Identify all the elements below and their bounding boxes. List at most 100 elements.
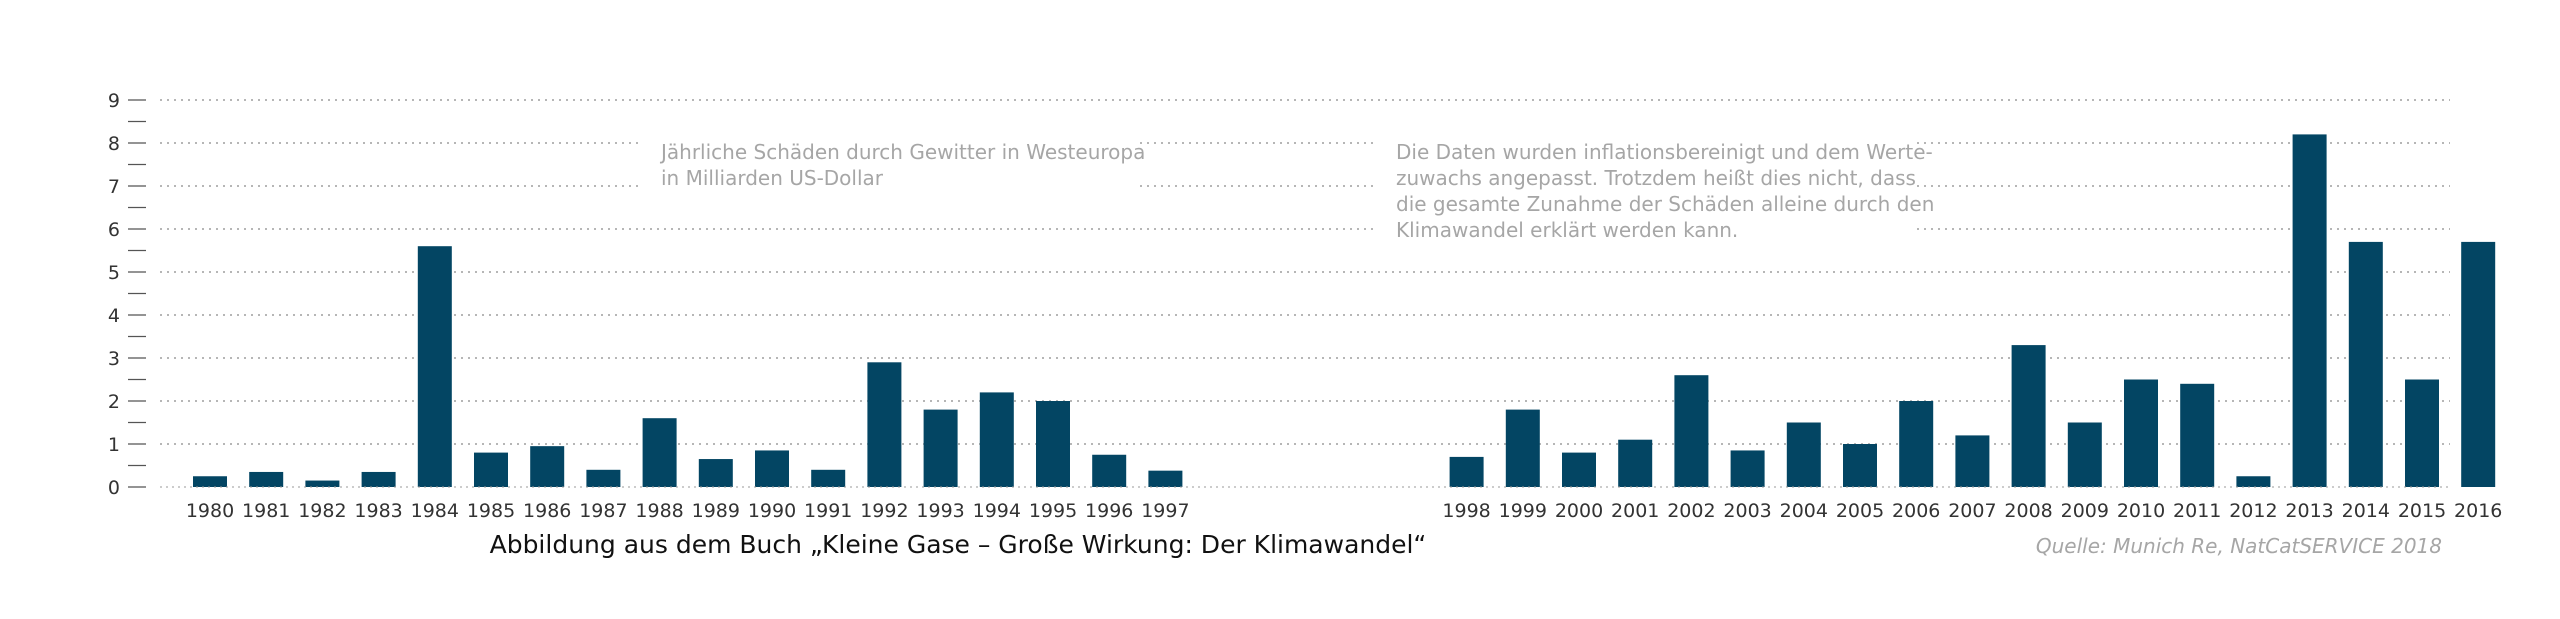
x-tick-label: 2009: [2061, 500, 2109, 522]
annotation-line: Die Daten wurden inflationsbereinigt und…: [1396, 140, 1933, 164]
x-tick-label: 2001: [1611, 500, 1659, 522]
annotation-background: [1375, 138, 1915, 250]
x-tick-label: 2015: [2398, 500, 2446, 522]
x-tick-label: 1991: [804, 500, 852, 522]
bar-1994: [979, 392, 1014, 487]
x-tick-label: 1990: [748, 500, 796, 522]
annotation-line: Klimawandel erklärt werden kann.: [1396, 218, 1738, 242]
x-tick-label: 2013: [2285, 500, 2333, 522]
y-tick-label: 1: [108, 434, 120, 456]
bar-1981: [249, 471, 284, 487]
bar-2013: [2292, 134, 2327, 487]
y-tick-label: 8: [108, 133, 120, 155]
bar-2015: [2405, 379, 2439, 487]
annotation-line: in Milliarden US-Dollar: [661, 166, 884, 190]
x-tick-label: 2005: [1836, 500, 1884, 522]
y-tick-label: 0: [108, 477, 120, 499]
bar-2006: [1899, 401, 1934, 487]
bar-2005: [1843, 444, 1877, 487]
x-tick-label: 2002: [1667, 500, 1715, 522]
x-tick-label: 2016: [2454, 500, 2502, 522]
x-tick-label: 1985: [467, 500, 515, 522]
bar-2010: [2124, 379, 2158, 487]
x-tick-label: 1980: [186, 500, 234, 522]
bar-2016: [2461, 241, 2496, 487]
bar-1984: [417, 246, 452, 487]
y-tick-label: 4: [108, 305, 120, 327]
bar-1992: [867, 362, 902, 487]
bar-2002: [1674, 375, 1709, 487]
bar-2004: [1786, 422, 1821, 487]
bar-1995: [1036, 401, 1070, 487]
x-tick-label: 1983: [354, 500, 402, 522]
x-tick-label: 2000: [1555, 500, 1603, 522]
bar-1997: [1148, 470, 1183, 487]
x-tick-label: 1996: [1085, 500, 1133, 522]
bar-1982: [305, 480, 340, 487]
x-tick-label: 1993: [916, 500, 964, 522]
bar-1986: [530, 446, 565, 487]
bar-1998: [1449, 456, 1484, 487]
bar-1996: [1092, 454, 1127, 487]
bar-1993: [923, 409, 958, 487]
x-tick-label: 1998: [1442, 500, 1490, 522]
bar-2003: [1730, 450, 1765, 487]
x-tick-label: 2011: [2173, 500, 2221, 522]
grid-lines: [160, 99, 2450, 445]
bar-1980: [193, 476, 227, 487]
bar-1999: [1505, 409, 1540, 487]
y-tick-label: 2: [108, 391, 120, 413]
bar-1990: [755, 450, 789, 487]
x-tick-label: 1995: [1029, 500, 1077, 522]
annotation-line: die gesamte Zunahme der Schäden alleine …: [1396, 192, 1934, 216]
x-tick-label: 1988: [635, 500, 683, 522]
y-axis: 0 1 2 3 4 5 6 7 8 9: [108, 90, 146, 499]
x-axis-labels: 1980 1981 1982 1983 1984 1985 1986 1987 1988 1989…: [186, 500, 2503, 522]
bars: [193, 134, 2496, 487]
bar-2009: [2067, 422, 2102, 487]
x-tick-label: 2010: [2117, 500, 2165, 522]
y-tick-label: 3: [108, 348, 120, 370]
bar-1991: [811, 469, 846, 487]
x-tick-label: 1984: [411, 500, 459, 522]
x-tick-label: 2012: [2229, 500, 2277, 522]
annotation-line: zuwachs angepasst. Trotzdem heißt dies n…: [1396, 166, 1916, 190]
x-tick-label: 2003: [1723, 500, 1771, 522]
bar-1989: [698, 459, 733, 487]
x-tick-label: 1997: [1141, 500, 1189, 522]
x-tick-label: 1986: [523, 500, 571, 522]
bar-1985: [474, 452, 508, 487]
y-tick-label: 9: [108, 90, 120, 112]
bar-2007: [1955, 435, 1990, 487]
source-label: Quelle: Munich Re, NatCatSERVICE 2018: [2036, 534, 2442, 558]
x-tick-label: 1982: [298, 500, 346, 522]
x-tick-label: 1992: [860, 500, 908, 522]
x-tick-label: 1994: [973, 500, 1021, 522]
annotation-note: Die Daten wurden inflationsbereinigt und…: [1396, 140, 1934, 242]
annotation-line: Jährliche Schäden durch Gewitter in West…: [659, 140, 1145, 164]
bar-2008: [2011, 345, 2046, 487]
x-tick-label: 2008: [2004, 500, 2052, 522]
x-tick-label: 2014: [2342, 500, 2390, 522]
annotation-title: Jährliche Schäden durch Gewitter in West…: [659, 140, 1145, 190]
bar-2012: [2236, 476, 2271, 487]
bar-2001: [1618, 439, 1653, 487]
x-tick-label: 1981: [242, 500, 290, 522]
y-tick-label: 5: [108, 262, 120, 284]
bar-1983: [361, 471, 396, 487]
x-tick-label: 2007: [1948, 500, 1996, 522]
bar-2011: [2180, 383, 2215, 487]
bar-2000: [1562, 452, 1596, 487]
y-tick-label: 6: [108, 219, 120, 241]
annotation-backgrounds: [640, 138, 1915, 250]
bar-1987: [586, 469, 621, 487]
x-tick-label: 2006: [1892, 500, 1940, 522]
bar-1988: [642, 418, 677, 487]
annotation-background: [640, 138, 1140, 200]
x-tick-label: 2004: [1780, 500, 1828, 522]
x-tick-label: 1987: [579, 500, 627, 522]
bar-2014: [2348, 241, 2383, 487]
x-tick-label: 1999: [1499, 500, 1547, 522]
x-tick-label: 1989: [692, 500, 740, 522]
